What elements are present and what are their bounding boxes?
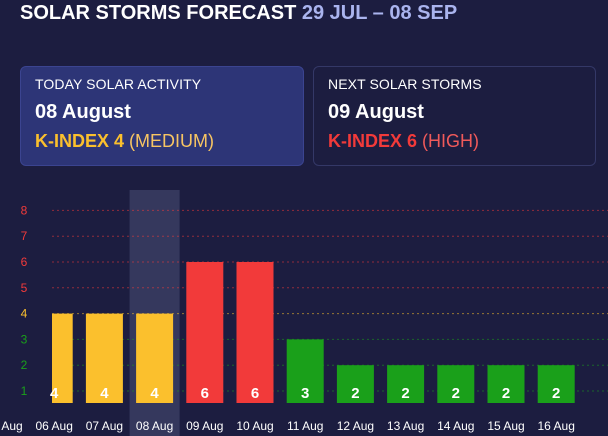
bar-value-label: 6 [201, 385, 209, 402]
bar-value-label: 4 [100, 385, 109, 402]
date-range: 29 JUL – 08 SEP [301, 2, 458, 24]
x-tick-label: 08 Aug [136, 419, 173, 433]
today-kindex-level: (MEDIUM) [129, 131, 215, 151]
bar [286, 339, 324, 403]
bar [52, 313, 73, 403]
today-card-date: 08 August [35, 101, 131, 123]
y-tick-label: 5 [21, 281, 28, 295]
bar [336, 365, 374, 403]
x-tick-label: 12 Aug [337, 419, 374, 433]
page-title: SOLAR STORMS FORECAST 29 JUL – 08 SEP [20, 2, 457, 25]
y-tick-label: 3 [21, 332, 28, 346]
x-tick-label: 14 Aug [437, 419, 474, 433]
x-tick-label: 10 Aug [236, 419, 273, 433]
bar [236, 262, 274, 403]
y-tick-label: 8 [21, 203, 28, 217]
bar-value-label: 2 [552, 385, 560, 402]
next-card-label: NEXT SOLAR STORMS [328, 76, 482, 92]
x-tick-label: 09 Aug [186, 419, 223, 433]
bar-value-label: 2 [401, 385, 409, 402]
today-kindex: K-INDEX 4 (MEDIUM) [35, 131, 289, 152]
next-kindex-level: (HIGH) [422, 131, 480, 151]
next-card-date: 09 August [328, 101, 424, 123]
x-tick-label: 07 Aug [86, 419, 123, 433]
y-tick-label: 9 [21, 190, 28, 192]
bar [537, 365, 575, 403]
y-tick-label: 6 [21, 255, 28, 269]
y-tick-label: 1 [21, 384, 28, 398]
next-kindex: K-INDEX 6 (HIGH) [328, 131, 581, 152]
today-card-label: TODAY SOLAR ACTIVITY [35, 76, 202, 92]
bar [487, 365, 525, 403]
bar [85, 313, 123, 403]
bar [387, 365, 425, 403]
x-tick-label: 05 Aug [0, 419, 23, 433]
y-tick-label: 4 [21, 307, 28, 321]
bar-value-label: 3 [301, 385, 309, 402]
bar-value-label: 6 [251, 385, 259, 402]
x-tick-label: 16 Aug [538, 419, 575, 433]
y-tick-label: 2 [21, 358, 28, 372]
y-tick-label: 7 [21, 229, 28, 243]
today-activity-card: TODAY SOLAR ACTIVITY 08 August K-INDEX 4… [20, 66, 304, 166]
x-tick-label: 15 Aug [487, 419, 524, 433]
x-tick-label: 06 Aug [36, 419, 73, 433]
bar [136, 313, 174, 403]
next-storms-card: NEXT SOLAR STORMS 09 August K-INDEX 6 (H… [313, 66, 596, 166]
x-tick-label: 13 Aug [387, 419, 424, 433]
kindex-bar-chart: 1 2 3 4 5 6 7 8 9 05 Aug 4 06 Aug 4 07 Aug 4 08 Aug 6 09 … [0, 190, 608, 436]
bar-value-label: 2 [351, 385, 359, 402]
bar-value-label: 2 [452, 385, 460, 402]
bar-value-label: 2 [502, 385, 510, 402]
title-text: SOLAR STORMS FORECAST [20, 2, 297, 24]
x-tick-label: 11 Aug [287, 419, 323, 433]
bar-value-label: 4 [50, 385, 59, 402]
bar-value-label: 4 [150, 385, 159, 402]
bar [186, 262, 224, 403]
bar [437, 365, 475, 403]
next-kindex-value: K-INDEX 6 [328, 131, 418, 151]
today-kindex-value: K-INDEX 4 [35, 131, 125, 151]
